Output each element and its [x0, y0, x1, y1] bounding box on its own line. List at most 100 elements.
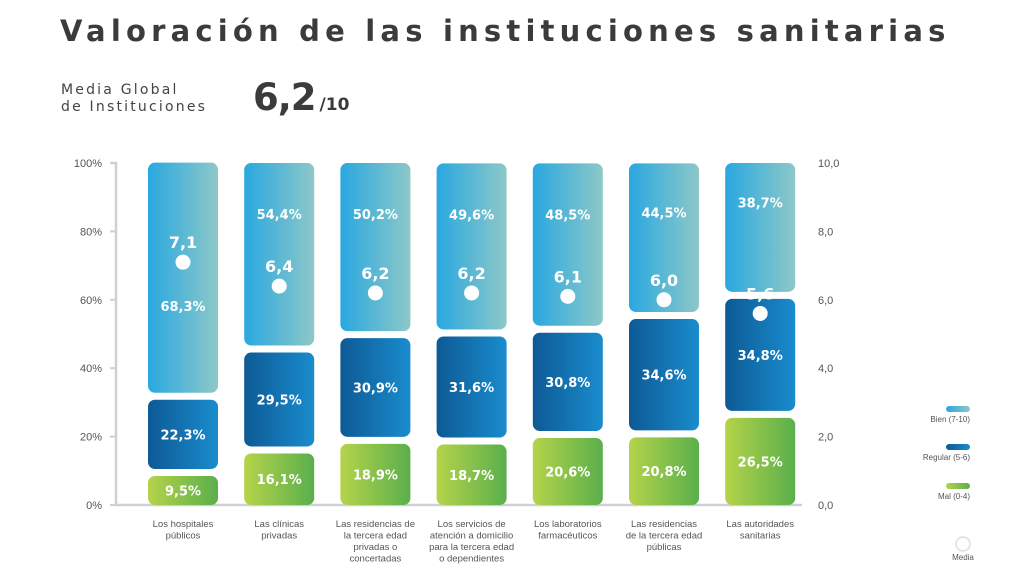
- mean-marker: [464, 285, 480, 301]
- bar-group: 20,6% 30,8% 48,5% 6,1: [532, 163, 603, 505]
- bar-segment-mal: [340, 443, 411, 505]
- value-label-regular: 34,8%: [738, 349, 783, 364]
- page-title: Valoración de las instituciones sanitari…: [60, 14, 951, 48]
- y-tick-label: 40%: [80, 363, 102, 375]
- legend-item-bien: Bien (7-10): [930, 406, 970, 424]
- bar-segment-regular: [340, 338, 411, 437]
- legend-label-media: Media: [952, 553, 974, 562]
- bar-segment-bien: [629, 163, 699, 313]
- mean-marker: [271, 278, 287, 294]
- category-label: Los hospitales: [153, 519, 214, 530]
- legend-swatch-media: [955, 536, 971, 552]
- value-label-mal: 18,7%: [449, 469, 494, 484]
- y2-tick-label: 0,0: [818, 500, 833, 512]
- bar-segment-mal: [532, 438, 603, 505]
- bar-segment-regular: [725, 298, 796, 411]
- global-mean-label: Media Global de Instituciones: [61, 82, 207, 116]
- value-label-bien: 48,5%: [545, 208, 590, 223]
- value-label-mal: 9,5%: [165, 485, 201, 500]
- value-label-bien: 38,7%: [738, 196, 783, 211]
- bar-segment-mal: [725, 417, 796, 505]
- global-mean-label-line1: Media Global: [61, 82, 179, 98]
- bar-segment-bien: [436, 163, 507, 330]
- category-label: de la tercera edad: [626, 531, 703, 542]
- legend-label-mal: Mal (0-4): [938, 492, 970, 501]
- value-label-regular: 30,9%: [353, 382, 398, 397]
- y-tick-label: 20%: [80, 432, 102, 444]
- category-label: farmacéuticos: [538, 531, 597, 542]
- y2-tick-label: 4,0: [818, 363, 833, 375]
- category-label: la tercera edad: [344, 531, 407, 542]
- mean-label: 6,0: [650, 271, 678, 290]
- global-mean-value: 6,2/10: [253, 76, 349, 119]
- y-tick-label: 80%: [80, 226, 102, 238]
- bar-segment-regular: [436, 336, 507, 438]
- category-label: Los servicios de: [438, 519, 506, 530]
- mean-label: 6,2: [361, 264, 389, 283]
- bar-segment-mal: [629, 437, 699, 505]
- category-label: sanitarias: [740, 531, 781, 542]
- bar-group: 9,5% 22,3% 68,3% 7,1: [148, 162, 218, 505]
- value-label-bien: 49,6%: [449, 208, 494, 223]
- legend-swatch-mal: [946, 483, 970, 489]
- bar-group: 16,1% 29,5% 54,4% 6,4: [244, 163, 315, 505]
- bar-group: 26,5% 34,8% 38,7% 5,6: [725, 163, 796, 505]
- y-tick-label: 0%: [86, 500, 102, 512]
- bar-group: 18,7% 31,6% 49,6% 6,2: [436, 163, 507, 505]
- value-label-mal: 26,5%: [738, 455, 783, 470]
- global-mean-label-line2: de Instituciones: [61, 99, 208, 115]
- mean-label: 6,1: [554, 267, 582, 286]
- global-mean-scale: /10: [319, 95, 350, 115]
- category-label: privadas: [261, 531, 297, 542]
- global-mean-number: 6,2: [253, 76, 317, 119]
- bar-group: 20,8% 34,6% 44,5% 6,0: [629, 163, 699, 505]
- y-tick-label: 60%: [80, 295, 102, 307]
- category-label: privadas o: [353, 542, 397, 553]
- bar-segment-regular: [244, 352, 315, 447]
- y2-tick-label: 6,0: [818, 295, 833, 307]
- mean-label: 7,1: [169, 233, 197, 252]
- value-label-regular: 22,3%: [160, 428, 205, 443]
- value-label-bien: 44,5%: [641, 207, 686, 222]
- value-label-bien: 50,2%: [353, 208, 398, 223]
- category-label: Las residencias: [631, 519, 697, 530]
- category-label: o dependientes: [439, 554, 504, 565]
- y-tick-label: 100%: [74, 158, 102, 170]
- category-label: Las autoridades: [726, 519, 794, 530]
- bar-segment-mal: [436, 444, 507, 505]
- bar-segment-regular: [629, 319, 699, 431]
- legend-label-regular: Regular (5-6): [923, 453, 970, 462]
- bar-segment-regular: [532, 332, 603, 432]
- legend-item-regular: Regular (5-6): [923, 444, 970, 462]
- mean-label: 5,6: [746, 284, 774, 303]
- category-label: Los laboratorios: [534, 519, 602, 530]
- bar-segment-bien: [340, 163, 411, 332]
- value-label-regular: 31,6%: [449, 381, 494, 396]
- bar-segment-mal: [244, 453, 315, 505]
- bar-segment-bien: [244, 163, 315, 346]
- value-label-mal: 20,8%: [641, 465, 686, 480]
- category-label: públicas: [647, 542, 682, 553]
- y2-tick-label: 8,0: [818, 226, 833, 238]
- value-label-regular: 34,6%: [641, 369, 686, 384]
- mean-label: 6,2: [457, 264, 485, 283]
- value-label-bien: 68,3%: [160, 300, 205, 315]
- mean-marker: [656, 292, 672, 308]
- bar-segment-regular: [148, 399, 218, 470]
- value-label-mal: 18,9%: [353, 468, 398, 483]
- mean-marker: [560, 288, 576, 304]
- legend-item-mal: Mal (0-4): [938, 483, 970, 501]
- bar-segment-bien: [725, 163, 796, 292]
- category-label: para la tercera edad: [429, 542, 514, 553]
- mean-marker: [367, 285, 383, 301]
- value-label-mal: 16,1%: [257, 473, 302, 488]
- legend-swatch-bien: [946, 406, 970, 412]
- mean-marker: [752, 305, 768, 321]
- category-label: concertadas: [350, 554, 402, 565]
- y2-tick-label: 10,0: [818, 158, 839, 170]
- mean-marker: [175, 254, 191, 270]
- mean-label: 6,4: [265, 257, 293, 276]
- category-label: públicos: [166, 531, 201, 542]
- legend: Bien (7-10) Regular (5-6) Mal (0-4) Media: [923, 406, 974, 562]
